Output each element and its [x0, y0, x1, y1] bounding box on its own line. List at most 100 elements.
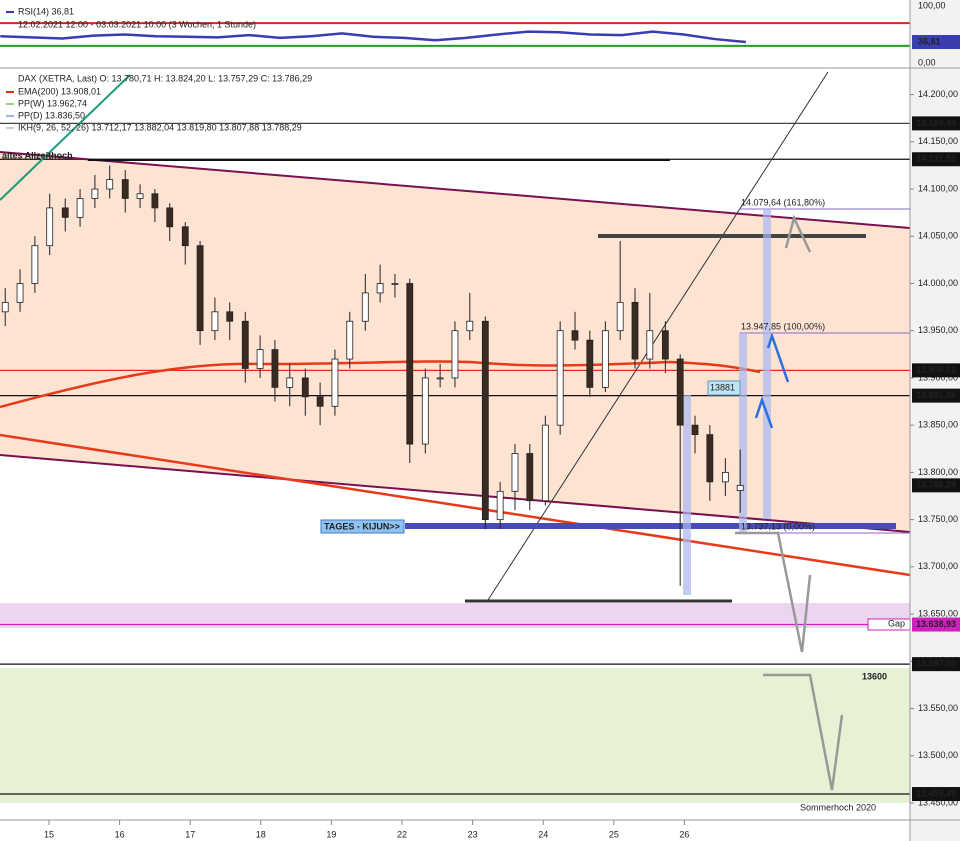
price-level-box — [912, 787, 960, 802]
price-label-box — [707, 380, 741, 396]
candle-body — [676, 358, 684, 426]
candle-body — [466, 320, 474, 332]
candle-body — [646, 330, 654, 360]
price-level-box — [912, 152, 960, 167]
price-level-label: 13.459,49 — [916, 788, 956, 798]
candle-body — [271, 349, 279, 388]
x-tick-label: 19 — [326, 829, 336, 839]
price-level-box — [912, 116, 960, 131]
chart-title: DAX (XETRA, Last) O: 13.780,71 H: 13.824… — [18, 73, 312, 83]
trendline — [0, 454, 911, 533]
candle-body — [481, 320, 489, 521]
kijun-label-box — [320, 519, 405, 534]
candle-body — [16, 283, 24, 303]
x-tick-label: 18 — [256, 829, 266, 839]
y-tick-label: 13.850,00 — [918, 420, 958, 430]
price-level-box — [912, 657, 960, 672]
y-tick-label: 13.800,00 — [918, 467, 958, 477]
y-tick-label: 100,00 — [918, 0, 946, 10]
arrow — [754, 396, 774, 429]
candle-body — [361, 292, 369, 322]
arrow — [735, 531, 812, 653]
candle-body — [46, 207, 54, 247]
x-tick-label: 15 — [44, 829, 54, 839]
range-bar — [763, 209, 771, 519]
candle-body — [76, 198, 84, 218]
candle-body — [331, 358, 339, 407]
y-tick-label: 14.000,00 — [918, 278, 958, 288]
price-level-box — [912, 617, 960, 632]
rsi-subtitle: 12.02.2021 12:00 - 03.03.2021 10:00 (3 W… — [18, 19, 256, 29]
trendline — [0, 433, 911, 577]
candle-body — [421, 377, 429, 445]
y-tick-label: 13.450,00 — [918, 797, 958, 807]
price-level-box — [912, 363, 960, 378]
y-tick-label: 14.050,00 — [918, 231, 958, 241]
x-tick-label: 22 — [397, 829, 407, 839]
candle-body — [526, 453, 534, 502]
candle-body — [136, 193, 144, 199]
candle-body — [661, 330, 669, 360]
candle-body — [631, 301, 639, 360]
rsi-value-label: 36,81 — [918, 36, 941, 46]
candle-body — [151, 193, 159, 209]
candle-body — [1, 301, 9, 313]
y-tick-label: 0,00 — [918, 57, 936, 67]
y-tick-label: 14.100,00 — [918, 183, 958, 193]
candle-body — [286, 377, 294, 388]
candle-body — [556, 330, 564, 426]
y-tick-label: 13.750,00 — [918, 514, 958, 524]
price-level-label: 13.881,26 — [916, 390, 956, 400]
trendline — [0, 74, 131, 201]
candle-body — [166, 207, 174, 228]
candle-body — [376, 283, 384, 294]
x-tick-label: 25 — [609, 829, 619, 839]
candle-body — [721, 471, 729, 483]
candle-body — [451, 330, 459, 379]
x-tick-label: 26 — [679, 829, 689, 839]
candle-body — [226, 311, 234, 322]
legend-label: IKH(9, 26, 52, 26) 13.712,17 13.882,04 1… — [18, 122, 302, 132]
range-bar — [683, 395, 691, 595]
legend-label: EMA(200) 13.908,01 — [18, 86, 101, 96]
y-tick-label: 14.150,00 — [918, 136, 958, 146]
candle-body — [706, 434, 714, 483]
candle-body — [181, 226, 189, 247]
candle-body — [61, 207, 69, 218]
arrow — [766, 332, 790, 383]
y-tick-label: 13.550,00 — [918, 703, 958, 713]
annotation: 13881 — [710, 382, 735, 392]
candle-body — [241, 320, 249, 369]
candle-body — [601, 330, 609, 388]
candle-body — [586, 339, 594, 388]
x-tick-label: 23 — [468, 829, 478, 839]
y-tick-label: 13.650,00 — [918, 608, 958, 618]
price-level-label: 13.597,00 — [916, 659, 956, 669]
y-tick-label: 14.200,00 — [918, 89, 958, 99]
annotation: TAGES - KIJUN>> — [324, 521, 400, 531]
trendline — [487, 71, 829, 601]
legend-label: PP(W) 13.962,74 — [18, 98, 87, 108]
candle-body — [691, 424, 699, 436]
candle-body — [211, 311, 219, 332]
candle-body — [571, 330, 579, 341]
x-tick-label: 17 — [185, 829, 195, 839]
rsi-value-box — [912, 35, 960, 50]
trendline — [0, 151, 911, 229]
candle-body — [736, 484, 744, 492]
price-level-box — [912, 478, 960, 493]
candle-body — [541, 424, 549, 502]
candle-body — [346, 320, 354, 360]
arrow — [763, 673, 844, 791]
candle-body — [316, 396, 324, 407]
price-level-label: 13.786,29 — [916, 480, 956, 490]
x-tick-label: 16 — [115, 829, 125, 839]
candle-body — [196, 245, 204, 332]
annotation: 13.737,13 (0,00%) — [741, 521, 815, 531]
price-level-label: 13.908,01 — [916, 365, 956, 375]
candle-body — [391, 283, 399, 285]
annotation: 13.947,85 (100,00%) — [741, 321, 825, 331]
y-tick-label: 13.700,00 — [918, 561, 958, 571]
gap-zone — [0, 603, 910, 628]
